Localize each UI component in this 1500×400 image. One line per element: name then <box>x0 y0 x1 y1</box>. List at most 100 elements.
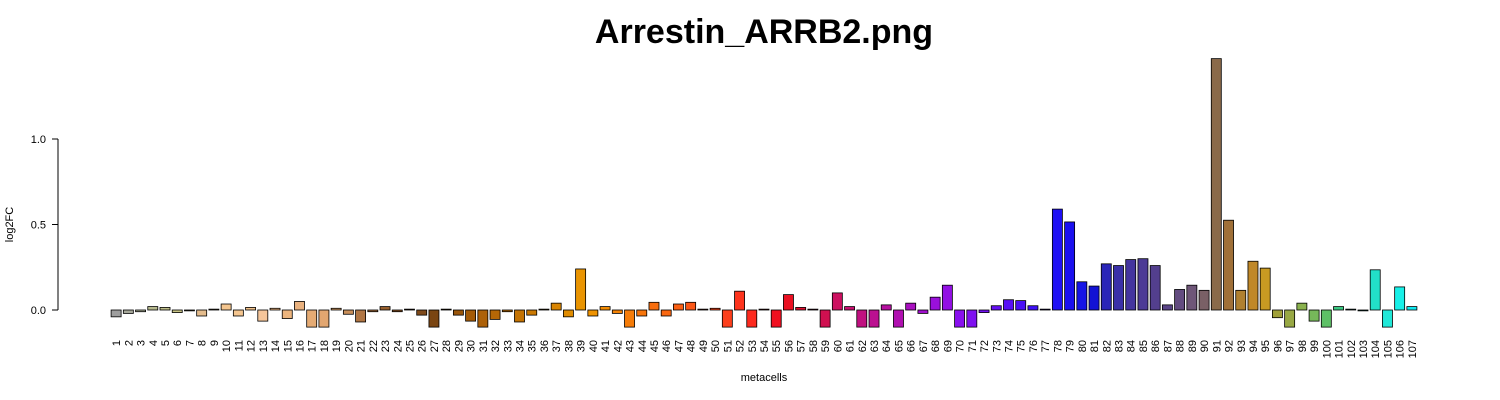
x-tick-label-65: 65 <box>893 340 905 352</box>
x-tick-label-21: 21 <box>356 340 368 352</box>
x-tick-label-19: 19 <box>331 340 343 352</box>
bar-71 <box>966 309 978 328</box>
x-tick-label-7: 7 <box>184 340 196 346</box>
bar-67 <box>917 309 929 314</box>
x-tick-label-53: 53 <box>747 340 759 352</box>
x-tick-label-67: 67 <box>918 340 930 352</box>
bar-8 <box>196 309 208 317</box>
x-tick-label-23: 23 <box>380 340 392 352</box>
bar-1 <box>110 309 122 318</box>
bar-65 <box>893 309 904 328</box>
bar-44 <box>636 309 648 317</box>
bar-33 <box>501 309 513 313</box>
bar-3 <box>135 309 146 313</box>
bar-17 <box>306 309 318 328</box>
x-tick-label-29: 29 <box>453 340 465 352</box>
x-tick-label-55: 55 <box>771 340 783 352</box>
x-tick-label-54: 54 <box>759 340 771 352</box>
bar-11 <box>232 309 244 317</box>
x-tick-label-14: 14 <box>270 340 282 352</box>
x-tick-label-96: 96 <box>1272 340 1284 352</box>
bar-93 <box>1235 289 1247 311</box>
x-tick-label-43: 43 <box>625 340 637 352</box>
y-axis: 0.0 0.5 1.0 <box>31 134 59 317</box>
x-tick-label-74: 74 <box>1003 340 1015 352</box>
bar-61 <box>844 306 855 311</box>
x-tick-label-66: 66 <box>906 340 918 352</box>
x-tick-label-70: 70 <box>955 340 967 352</box>
x-tick-label-15: 15 <box>282 340 294 352</box>
bar-106 <box>1394 286 1406 311</box>
bar-21 <box>355 309 367 323</box>
x-tick-label-104: 104 <box>1370 340 1382 358</box>
x-tick-label-88: 88 <box>1175 340 1187 352</box>
x-tick-label-57: 57 <box>796 340 808 352</box>
bar-100 <box>1320 309 1332 328</box>
x-tick-label-95: 95 <box>1260 340 1272 352</box>
x-tick-label-44: 44 <box>637 340 649 352</box>
x-tick-label-80: 80 <box>1077 340 1089 352</box>
bar-48 <box>685 301 697 311</box>
bars <box>110 58 1418 328</box>
bar-63 <box>868 309 880 328</box>
x-tick-label-102: 102 <box>1346 340 1358 358</box>
x-tick-label-1: 1 <box>111 340 123 346</box>
bar-94 <box>1247 260 1259 311</box>
bar-23 <box>379 306 391 311</box>
x-tick-label-20: 20 <box>343 340 355 352</box>
x-tick-label-35: 35 <box>527 340 539 352</box>
bar-60 <box>831 292 843 311</box>
bar-20 <box>342 309 354 315</box>
x-axis-label: metacells <box>741 372 788 384</box>
bar-42 <box>611 309 623 314</box>
x-tick-label-73: 73 <box>991 340 1003 352</box>
x-tick-label-39: 39 <box>576 340 588 352</box>
x-tick-label-17: 17 <box>307 340 319 352</box>
bar-18 <box>318 309 330 328</box>
x-tick-label-64: 64 <box>881 340 893 352</box>
x-tick-label-59: 59 <box>820 340 832 352</box>
bar-46 <box>660 309 672 317</box>
bar-32 <box>489 309 501 320</box>
x-tick-label-4: 4 <box>148 340 160 346</box>
bar-102 <box>1345 308 1357 311</box>
x-tick-label-6: 6 <box>172 340 184 346</box>
x-tick-label-90: 90 <box>1199 340 1211 352</box>
x-tick-label-30: 30 <box>466 340 478 352</box>
bar-98 <box>1296 302 1308 311</box>
bar-29 <box>452 309 464 316</box>
x-tick-label-97: 97 <box>1285 340 1297 352</box>
x-tick-label-82: 82 <box>1101 340 1113 352</box>
x-tick-label-13: 13 <box>258 340 270 352</box>
bar-80 <box>1076 281 1088 311</box>
x-tick-label-63: 63 <box>869 340 881 352</box>
x-tick-label-87: 87 <box>1162 340 1174 352</box>
x-tick-label-89: 89 <box>1187 340 1199 352</box>
bar-10 <box>220 303 232 311</box>
bar-69 <box>941 284 953 311</box>
x-tick-label-50: 50 <box>710 340 722 352</box>
x-tick-label-28: 28 <box>441 340 453 352</box>
bar-16 <box>294 301 305 311</box>
x-tick-label-99: 99 <box>1309 340 1321 352</box>
bar-101 <box>1333 306 1344 311</box>
bar-39 <box>575 268 587 311</box>
x-tick-label-105: 105 <box>1382 340 1394 358</box>
bar-22 <box>367 309 379 313</box>
bar-49 <box>697 308 709 311</box>
x-tick-label-11: 11 <box>233 340 245 351</box>
bar-104 <box>1369 269 1381 311</box>
x-tick-label-31: 31 <box>478 340 490 352</box>
x-tick-label-72: 72 <box>979 340 991 352</box>
x-tick-label-83: 83 <box>1114 340 1126 352</box>
x-tick-label-40: 40 <box>588 340 600 352</box>
bar-84 <box>1125 259 1137 311</box>
bar-30 <box>465 309 477 322</box>
x-tick-label-5: 5 <box>160 340 172 346</box>
x-tick-label-61: 61 <box>845 340 857 352</box>
x-tick-label-56: 56 <box>783 340 795 352</box>
bar-68 <box>929 296 941 311</box>
x-tick-label-86: 86 <box>1150 340 1162 352</box>
y-tick-label: 0.0 <box>31 305 46 317</box>
